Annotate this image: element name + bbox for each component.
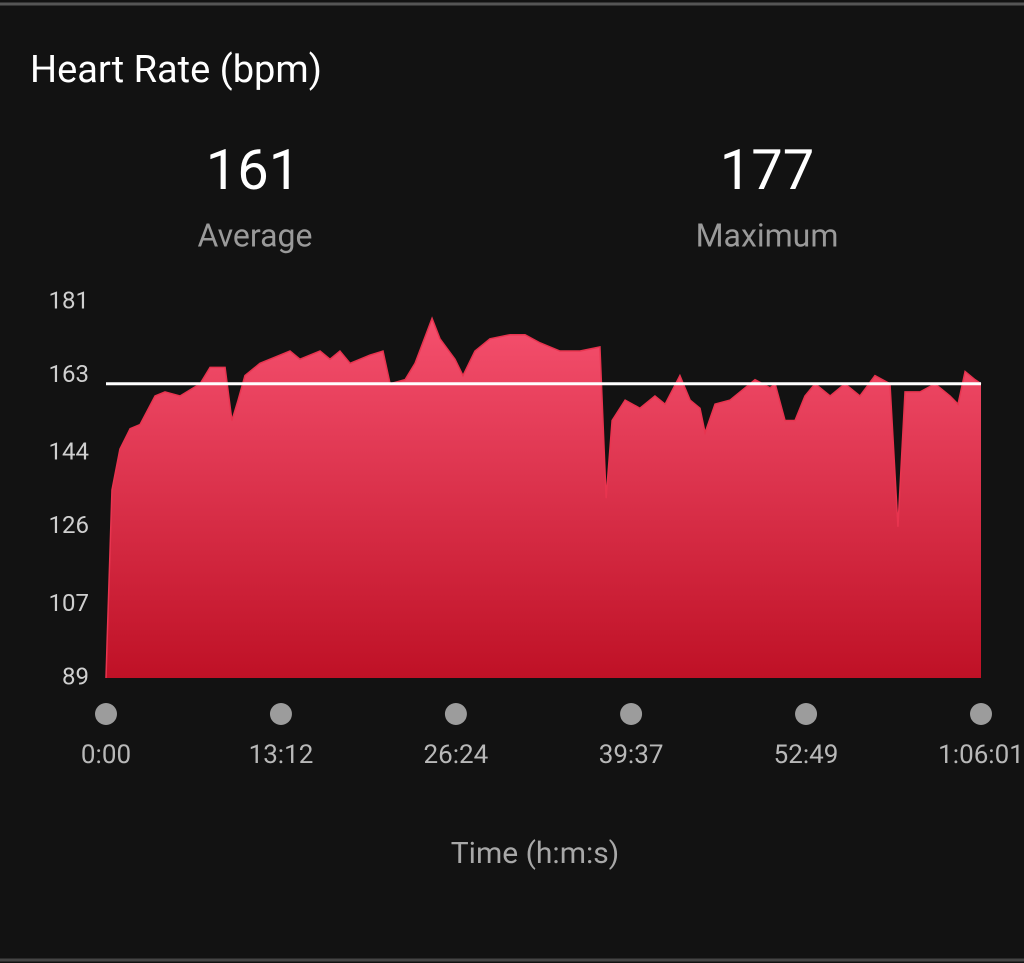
x-tick-label: 13:12 [249, 740, 314, 770]
y-tick-label: 126 [49, 511, 89, 539]
maximum-value: 177 [720, 137, 814, 203]
y-tick-label: 89 [62, 662, 89, 690]
x-axis-label: Time (h:m:s) [451, 836, 619, 871]
x-tick-label: 0:00 [81, 740, 131, 770]
maximum-label: Maximum [696, 216, 839, 254]
area-fill [106, 318, 981, 678]
x-tick-label: 1:06:01 [938, 740, 1024, 770]
area-edge [105, 316, 982, 679]
x-tick-label: 52:49 [774, 740, 839, 770]
y-tick-label: 181 [49, 286, 89, 314]
x-tick-dot [269, 703, 292, 725]
x-tick-label: 39:37 [599, 740, 664, 770]
chart-title: Heart Rate (bpm) [30, 48, 322, 92]
x-tick-dot [620, 703, 643, 725]
y-tick-label: 163 [49, 360, 89, 388]
x-tick-label: 26:24 [424, 740, 489, 770]
y-tick-label: 144 [49, 438, 89, 466]
y-tick-label: 107 [49, 589, 89, 617]
x-tick-dot [95, 703, 117, 725]
average-value: 161 [206, 137, 300, 203]
x-tick-dot [444, 703, 467, 725]
average-label: Average [198, 216, 313, 254]
x-tick-dot [795, 703, 818, 725]
x-tick-dot [970, 703, 992, 725]
